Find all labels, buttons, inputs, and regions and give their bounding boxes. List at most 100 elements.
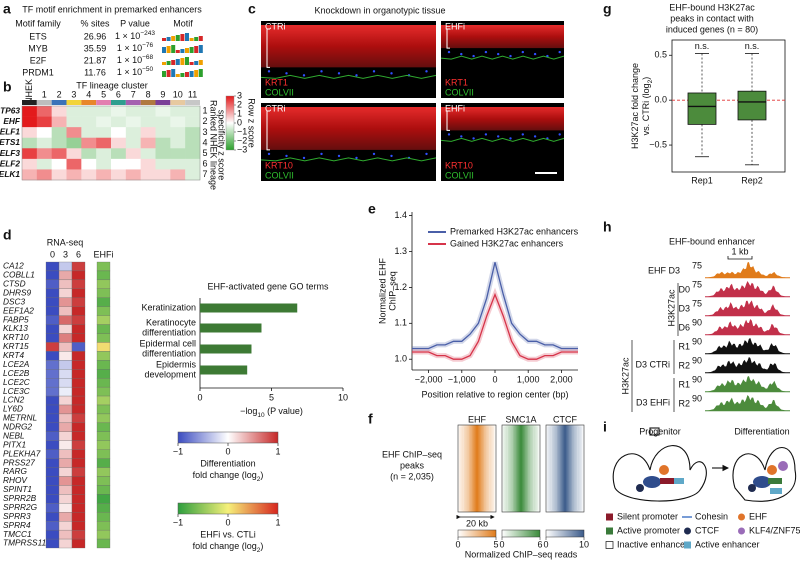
colorbar-tick-label: 2: [237, 99, 242, 109]
motif-logo: [175, 59, 180, 65]
signal-heatmap: [545, 424, 585, 513]
motif-logo: [171, 69, 176, 77]
cluster-label: 9: [160, 89, 165, 99]
scale-label: Normalized ChIP–seq reads: [465, 549, 578, 559]
heatmap-cell: [71, 404, 86, 415]
gene-label: COBLL1: [3, 270, 35, 280]
nucleus: [460, 135, 463, 138]
heatmap-cell: [71, 360, 86, 370]
colorbar-tick-label: −1: [173, 517, 183, 527]
tissue-stain: [261, 107, 436, 150]
group-label: D3 CTRi: [635, 359, 670, 369]
heatmap-cell: [71, 538, 86, 549]
nucleus: [447, 133, 451, 136]
bar: [200, 344, 252, 354]
x-tick-label: Rep2: [741, 175, 763, 185]
heatmap-cell: [96, 342, 111, 352]
tissue-stain: [441, 107, 564, 131]
track-label: D6: [678, 322, 690, 332]
heatmap-cell: [58, 529, 73, 540]
heatmap-cell: [71, 494, 86, 504]
gene-label: TMCC1: [3, 529, 32, 539]
nucleus: [355, 74, 358, 77]
marker-label: KRT10: [265, 160, 293, 170]
legend-swatch: [738, 527, 745, 535]
cluster-color: [155, 100, 171, 105]
y-axis-label: H3K27ac fold change: [630, 63, 640, 149]
nucleus: [320, 70, 323, 73]
heatmap-cell: [96, 279, 111, 289]
heatmap-cell: [96, 333, 111, 343]
text-part: −243: [140, 30, 155, 37]
percent-sites: 26.96: [84, 31, 107, 41]
heatmap-cell: [58, 449, 73, 459]
heatmap-cell: [58, 440, 73, 450]
colorbar-tick-label: −1: [237, 126, 247, 136]
cluster-label: 3: [71, 89, 76, 99]
heatmap-cell: [96, 106, 112, 117]
heatmap-cell: [71, 270, 86, 281]
heatmap-cell: [81, 137, 97, 149]
legend-label: KLF4/ZNF750: [749, 525, 800, 535]
motif-logo: [194, 37, 199, 41]
heatmap-cell: [96, 369, 111, 379]
scale-bar-label: 1 kb: [731, 246, 748, 256]
text-part: 2: [257, 476, 261, 483]
heatmap-cell: [66, 127, 82, 139]
gene-label: SPINT1: [3, 484, 32, 494]
track-scale: 75: [692, 260, 702, 270]
heatmap-cell: [96, 422, 111, 432]
basement-membrane: [440, 137, 565, 142]
gene-label: ELK1: [0, 169, 20, 179]
heatmap-cell: [155, 116, 171, 128]
x-tick-label: 1,000: [517, 374, 540, 384]
heatmap-cell: [125, 116, 141, 128]
motif-logo: [180, 49, 185, 53]
heatmap-cell: [170, 116, 186, 128]
track-label: R1: [678, 379, 690, 389]
heatmap-cell: [71, 288, 86, 298]
colorbar-tick-label: −3: [237, 144, 247, 154]
rank-axis-label: specificity z score: [217, 110, 227, 181]
motif-logo: [189, 71, 194, 77]
heatmap-cell: [45, 360, 60, 370]
nucleus: [521, 50, 524, 54]
heatmap-cell: [22, 169, 38, 181]
heatmap-cell: [58, 431, 73, 441]
category-label: development: [144, 369, 196, 379]
gene-label: SPRR3: [3, 511, 31, 521]
heatmap-cell: [66, 169, 82, 181]
width-label: 20 kb: [466, 518, 488, 528]
heatmap-cell: [58, 467, 73, 477]
cluster-label: 11: [188, 89, 197, 99]
heatmap-cell: [71, 279, 86, 289]
marker-label: KRT1: [265, 77, 288, 87]
y-tick-label: 1.3: [394, 246, 407, 256]
nucleus: [372, 70, 376, 73]
heatmap-cell: [96, 306, 111, 316]
panel-letter: h: [603, 219, 612, 235]
heatmap-cell: [71, 458, 86, 468]
heatmap-cell: [96, 521, 111, 531]
legend-swatch: [605, 541, 614, 549]
gene-label: KLK13: [3, 323, 28, 333]
basement-membrane: [260, 157, 437, 162]
heatmap-cell: [58, 458, 73, 468]
heatmap-cell: [58, 494, 73, 504]
tissue-stain: [441, 25, 564, 49]
heatmap-border: [21, 105, 201, 181]
table-header: Motif: [173, 18, 193, 28]
x-tick-label: −2,000: [415, 374, 443, 384]
x-tick-label: 2,000: [550, 374, 573, 384]
motif-logo: [162, 62, 166, 65]
heatmap-cell: [111, 158, 127, 170]
cluster-color: [185, 100, 200, 105]
heatmap-cell: [45, 404, 60, 415]
motif-logo: [185, 72, 189, 77]
legend-label: EHF: [749, 511, 768, 521]
text-part: 1 × 10: [117, 43, 142, 53]
gene-label: EHF: [3, 116, 21, 126]
cluster-color: [66, 100, 82, 105]
legend-label: Silent promoter: [617, 511, 678, 521]
y-axis-label: vs. CTRi (log2): [641, 77, 654, 136]
